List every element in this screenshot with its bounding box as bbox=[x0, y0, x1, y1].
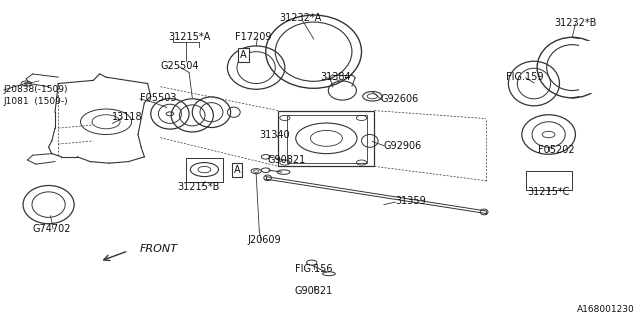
Text: A: A bbox=[234, 165, 240, 175]
Text: 31359: 31359 bbox=[396, 196, 426, 206]
Text: 31215*C: 31215*C bbox=[527, 187, 570, 197]
Bar bbox=[579, 41, 617, 93]
Text: F05503: F05503 bbox=[140, 93, 177, 103]
Text: 31232*A: 31232*A bbox=[280, 13, 322, 23]
Text: 13118: 13118 bbox=[113, 112, 143, 122]
Text: FRONT: FRONT bbox=[140, 244, 177, 254]
Bar bbox=[278, 111, 374, 166]
Text: G92606: G92606 bbox=[381, 94, 419, 104]
Text: 31384: 31384 bbox=[320, 72, 351, 82]
Text: G92906: G92906 bbox=[384, 141, 422, 151]
Text: G90821: G90821 bbox=[268, 155, 306, 165]
Text: G74702: G74702 bbox=[33, 223, 71, 234]
Text: A168001230: A168001230 bbox=[577, 305, 634, 314]
Bar bbox=[186, 158, 223, 182]
Text: F05202: F05202 bbox=[538, 146, 575, 156]
Text: 31232*B: 31232*B bbox=[554, 18, 596, 28]
Text: F17209: F17209 bbox=[235, 32, 271, 42]
Text: 31340: 31340 bbox=[259, 130, 290, 140]
Text: 31215*A: 31215*A bbox=[168, 32, 210, 42]
Text: J1081  (1509-): J1081 (1509-) bbox=[4, 97, 68, 106]
Text: J20609: J20609 bbox=[247, 235, 280, 245]
Bar bbox=[287, 115, 367, 163]
Text: J20838(-1509): J20838(-1509) bbox=[4, 85, 68, 94]
Text: FIG.159: FIG.159 bbox=[506, 72, 543, 82]
Text: A: A bbox=[240, 50, 246, 60]
Text: FIG.156: FIG.156 bbox=[295, 264, 332, 274]
Text: G90821: G90821 bbox=[294, 286, 333, 296]
Text: G25504: G25504 bbox=[160, 61, 199, 71]
Bar bbox=[525, 171, 572, 190]
Text: 31215*B: 31215*B bbox=[177, 182, 220, 192]
